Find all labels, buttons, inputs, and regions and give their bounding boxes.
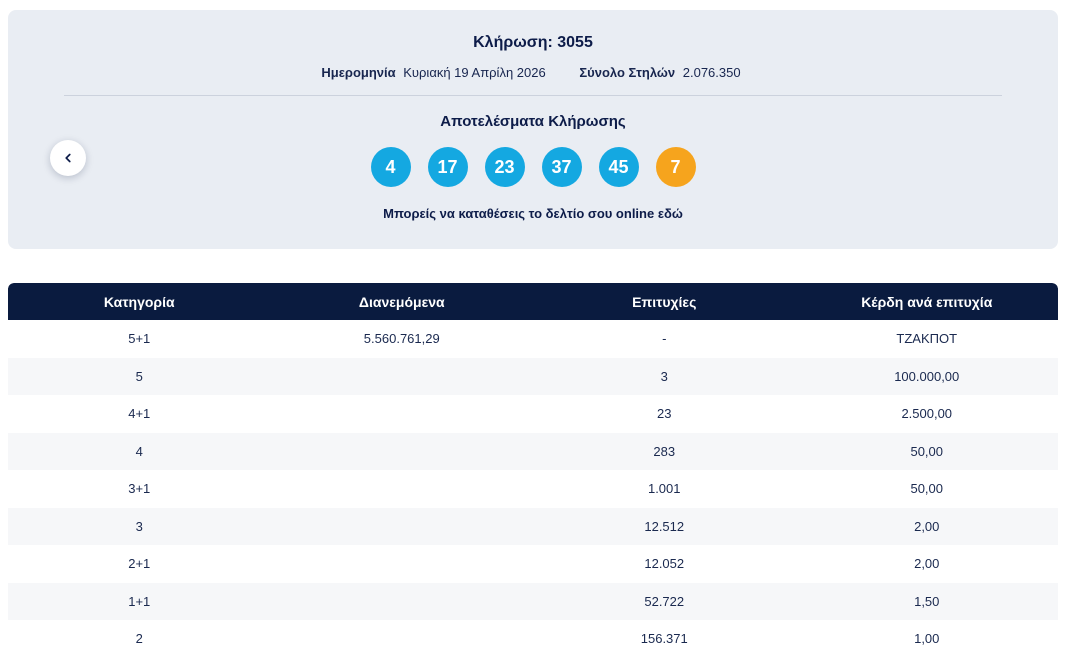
online-submit-text: Μπορείς να καταθέσεις το δελτίο σου onli… [8,206,1058,221]
table-cell: 3 [135,518,143,534]
table-cell: 50,00 [910,443,944,459]
table-row: 5+1 5.560.761,29 - ΤΖΑΚΠΟΤ [8,320,1058,358]
table-cell: 5 [135,368,143,384]
columns-value: 2.076.350 [682,65,741,80]
table-cell: 12.512 [644,518,685,534]
table-cell: 283 [653,443,676,459]
table-cell: 1,50 [914,593,940,609]
table-cell: 2+1 [128,556,151,572]
table-cell: 156.371 [640,631,688,647]
chevron-left-icon [61,151,75,165]
draw-title: Κλήρωση: 3055 [473,34,593,51]
table-cell: 4+1 [128,406,151,422]
results-table: Κατηγορία Διανεμόμενα Επιτυχίες Κέρδη αν… [8,283,1058,658]
winning-number-ball: 4 [370,147,411,187]
winning-number-ball: 23 [484,147,525,187]
previous-draw-button[interactable] [50,140,86,176]
table-row: 2+1 12.052 2,00 [8,545,1058,583]
date-label: Ημερομηνία [321,65,396,80]
table-cell: 3+1 [128,481,151,497]
columns-label: Σύνολο Στηλών [579,65,676,80]
winning-number-ball: 37 [541,147,582,187]
date-value: Κυριακή 19 Απρίλη 2026 [403,65,546,80]
winning-number-ball: 17 [427,147,468,187]
divider [64,95,1002,96]
table-cell: 1+1 [128,593,151,609]
header-winners: Επιτυχίες [632,293,697,310]
table-cell: 23 [657,406,672,422]
header-category: Κατηγορία [103,293,175,310]
table-row: 5 3 100.000,00 [8,357,1058,395]
table-cell: 2.500,00 [901,406,953,422]
table-cell: 12.052 [644,556,685,572]
winning-number-ball: 45 [598,147,639,187]
online-submit-prefix: Μπορείς να καταθέσεις το δελτίο σου onli… [383,206,655,221]
draw-summary-card: Κλήρωση: 3055 Ημερομηνία Κυριακή 19 Απρί… [8,10,1058,249]
table-cell: 5+1 [128,331,151,347]
header-distributed: Διανεμόμενα [358,293,445,310]
table-cell: 1,00 [914,631,940,647]
table-cell: 2,00 [914,518,940,534]
online-submit-link[interactable]: εδώ [657,206,683,221]
table-cell: 5.560.761,29 [363,331,440,347]
table-row: 1+1 52.722 1,50 [8,582,1058,620]
table-row: 4 283 50,00 [8,432,1058,470]
draw-meta: Ημερομηνία Κυριακή 19 Απρίλη 2026 Σύνολο… [8,65,1058,80]
table-cell: 2,00 [914,556,940,572]
table-cell: 3 [660,368,668,384]
joker-number-ball: 7 [655,147,696,187]
table-header-row: Κατηγορία Διανεμόμενα Επιτυχίες Κέρδη αν… [8,283,1058,320]
table-row: 2 156.371 1,00 [8,620,1058,658]
table-cell: 50,00 [910,481,944,497]
table-row: 3+1 1.001 50,00 [8,470,1058,508]
table-cell: 2 [135,631,143,647]
results-title: Αποτελέσματα Κλήρωσης [440,113,626,130]
table-cell: 52.722 [644,593,685,609]
table-body: 5+1 5.560.761,29- ΤΖΑΚΠΟΤ 5 3 100.000,00 4+1 23… [8,320,1058,658]
table-cell: 4 [135,443,143,459]
table-row: 4+1 23 2.500,00 [8,395,1058,433]
table-cell: - [662,331,667,347]
table-cell: 100.000,00 [894,368,960,384]
numbers-row: 4 17 23 37 45 7 [8,147,1058,187]
table-row: 3 12.512 2,00 [8,507,1058,545]
header-prize-per-winner: Κέρδη ανά επιτυχία [861,293,993,310]
table-cell: ΤΖΑΚΠΟΤ [896,331,958,347]
table-cell: 1.001 [647,481,681,497]
